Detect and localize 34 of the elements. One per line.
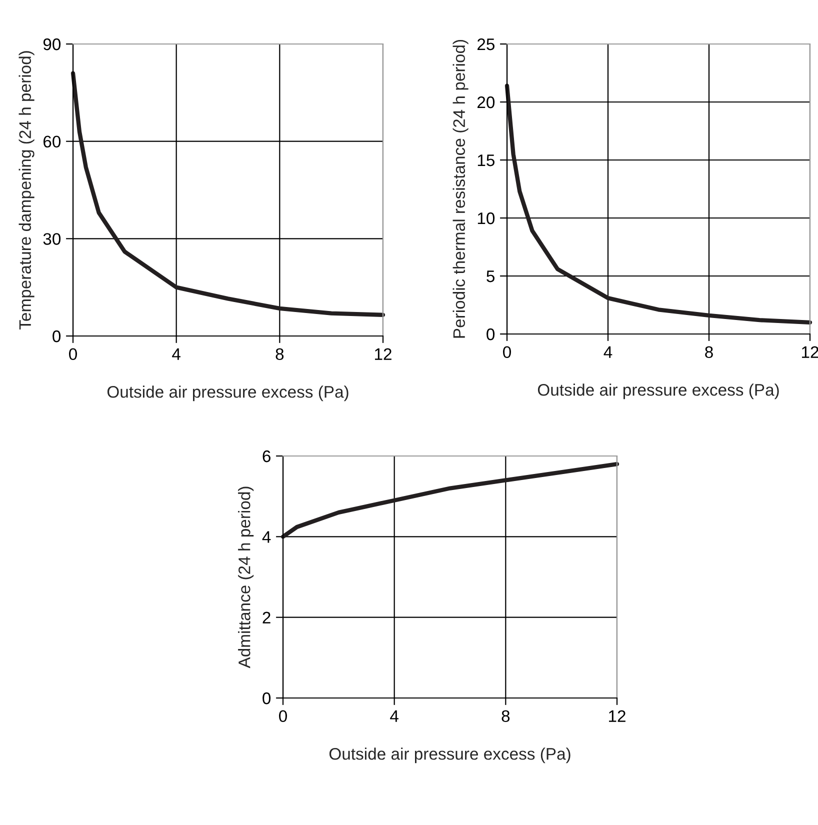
x-tick-label: 8 — [705, 346, 713, 358]
x-axis-title: Outside air pressure excess (Pa) — [538, 384, 779, 400]
x-tick-label: 8 — [502, 710, 510, 722]
y-tick-label: 15 — [478, 154, 494, 166]
y-tick-label: 2 — [262, 612, 270, 624]
y-tick-label: 4 — [262, 531, 271, 543]
x-axis-title: Outside air pressure excess (Pa) — [329, 748, 570, 764]
x-tick-label: 0 — [503, 346, 511, 358]
x-tick-label: 4 — [604, 346, 612, 358]
y-tick-label: 0 — [486, 328, 495, 340]
x-tick-label: 4 — [390, 710, 398, 722]
y-tick-label: 25 — [477, 38, 494, 50]
y-axis-title: Admittance (24 h period) — [238, 486, 254, 668]
x-tick-label: 12 — [609, 710, 626, 722]
line-series — [504, 84, 812, 324]
x-tick-label: 12 — [375, 348, 392, 360]
x-tick-label: 4 — [172, 348, 180, 360]
y-axis-title: Periodic thermal resistance (24 h period) — [452, 40, 468, 338]
x-tick-label: 0 — [69, 348, 77, 360]
y-tick-label: 10 — [478, 212, 495, 224]
y-tick-label: 0 — [52, 330, 61, 342]
line-series — [70, 71, 386, 317]
x-tick-label: 12 — [802, 346, 818, 358]
y-tick-label: 0 — [262, 692, 271, 704]
y-tick-label: 6 — [262, 450, 270, 462]
y-axis-title: Temperature dampening (24 h period) — [18, 51, 34, 330]
y-tick-label: 30 — [43, 233, 61, 245]
y-tick-label: 60 — [44, 136, 61, 148]
y-tick-label: 90 — [43, 38, 61, 50]
x-axis-title: Outside air pressure excess (Pa) — [107, 386, 348, 402]
x-tick-label: 0 — [279, 710, 287, 722]
y-tick-label: 5 — [486, 270, 494, 282]
y-tick-label: 20 — [477, 96, 495, 108]
x-tick-label: 8 — [276, 348, 284, 360]
